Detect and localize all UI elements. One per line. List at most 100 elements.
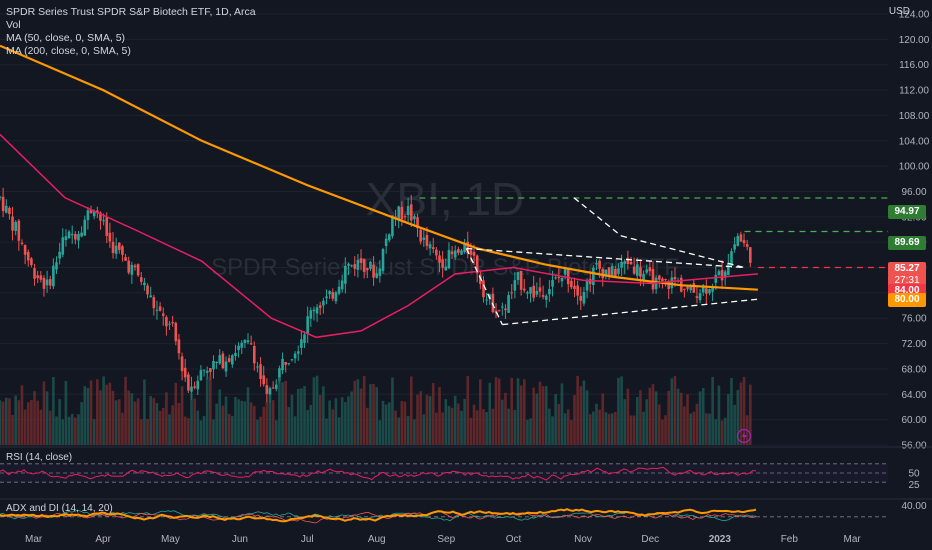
trendline xyxy=(466,247,745,269)
volume-bar xyxy=(36,400,39,445)
candle-body xyxy=(372,264,375,278)
candle-body xyxy=(303,334,306,343)
candle-body xyxy=(723,271,727,278)
volume-bar xyxy=(146,419,149,445)
volume-bar xyxy=(252,405,256,445)
candle-body xyxy=(227,358,231,362)
volume-bar xyxy=(623,399,627,445)
volume-bar xyxy=(739,382,743,445)
volume-bar xyxy=(344,402,347,445)
volume-bar xyxy=(544,386,548,445)
di-minus-line xyxy=(0,510,757,524)
candle-body xyxy=(435,249,438,256)
candle-body xyxy=(52,265,55,287)
volume-bar xyxy=(86,387,90,445)
candle-body xyxy=(409,204,413,221)
candle-body xyxy=(544,295,548,300)
candle-body xyxy=(705,288,708,294)
volume-bar xyxy=(466,375,470,445)
price-tag-ma: 80.00 xyxy=(888,293,926,307)
volume-bar xyxy=(727,394,730,445)
candle-body xyxy=(635,264,639,276)
candle-body xyxy=(617,268,620,274)
volume-bar xyxy=(340,397,344,445)
ma200-line xyxy=(0,44,758,291)
candle-body xyxy=(89,209,93,214)
volume-bar xyxy=(33,391,36,445)
candle-body xyxy=(48,279,52,286)
volume-bar xyxy=(202,415,206,445)
candle-body xyxy=(727,263,730,276)
volume-bar xyxy=(347,396,350,445)
candle-body xyxy=(58,251,61,259)
volume-bar xyxy=(642,411,645,445)
candle-body xyxy=(460,250,463,255)
volume-bar xyxy=(155,403,159,445)
volume-bar xyxy=(538,381,542,445)
volume-bar xyxy=(406,416,410,445)
volume-bar xyxy=(190,392,193,445)
candle-body xyxy=(491,293,495,313)
volume-bar xyxy=(692,411,696,445)
x-tick-label: May xyxy=(161,534,180,545)
candle-body xyxy=(344,265,347,284)
volume-bar xyxy=(42,381,46,445)
candle-body xyxy=(278,368,281,381)
candle-body xyxy=(620,261,623,268)
candle-body xyxy=(689,286,692,291)
volume-bar xyxy=(422,414,426,445)
volume-bar xyxy=(315,375,319,445)
candle-body xyxy=(494,310,498,314)
ma50-line xyxy=(0,133,758,339)
candle-body xyxy=(742,240,746,244)
volume-bar xyxy=(67,416,71,445)
candle-body xyxy=(739,234,743,242)
x-tick-label: Apr xyxy=(95,534,111,545)
volume-bar xyxy=(105,384,109,445)
volume-bar xyxy=(262,406,266,445)
volume-bar xyxy=(409,376,413,445)
volume-bar xyxy=(730,378,733,445)
candle-body xyxy=(391,215,394,237)
candle-body xyxy=(566,268,570,285)
chart-legend: SPDR Series Trust SPDR S&P Biotech ETF, … xyxy=(6,6,256,58)
trendline xyxy=(573,197,622,237)
candle-body xyxy=(535,291,539,295)
candle-body xyxy=(463,243,466,253)
volume-bar xyxy=(127,390,131,445)
volume-bar xyxy=(482,409,485,445)
volume-bar xyxy=(617,377,620,445)
volume-bar xyxy=(70,413,74,445)
volume-bar xyxy=(626,388,630,445)
volume-bar xyxy=(1,401,5,445)
candle-body xyxy=(268,388,272,395)
candle-body xyxy=(667,282,670,290)
candle-body xyxy=(26,251,30,261)
volume-bar xyxy=(45,391,49,445)
candle-body xyxy=(312,309,316,312)
volume-bar xyxy=(607,413,611,445)
volume-bar xyxy=(108,382,112,445)
x-tick-label: Aug xyxy=(368,534,386,545)
volume-bar xyxy=(557,403,561,445)
volume-bar xyxy=(620,376,623,445)
volume-bar xyxy=(281,382,284,445)
candle-body xyxy=(749,247,752,263)
volume-bar xyxy=(58,399,61,445)
candle-body xyxy=(497,310,501,312)
candle-body xyxy=(322,300,325,306)
candle-body xyxy=(315,307,319,314)
volume-bar xyxy=(504,392,507,445)
volume-bar xyxy=(77,414,80,445)
candle-body xyxy=(353,264,357,269)
volume-bar xyxy=(350,391,353,445)
candle-body xyxy=(165,316,168,327)
volume-bar xyxy=(183,416,187,445)
volume-bar xyxy=(99,390,102,445)
volume-bar xyxy=(614,412,617,445)
candle-body xyxy=(136,264,140,276)
volume-bar xyxy=(698,391,702,445)
candle-body xyxy=(177,339,181,354)
volume-bar xyxy=(177,403,181,445)
